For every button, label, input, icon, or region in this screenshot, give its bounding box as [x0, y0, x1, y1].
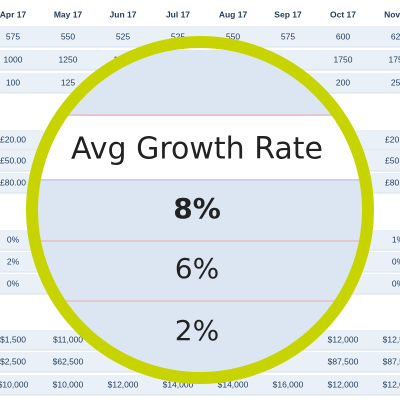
cell: 575 [6, 31, 20, 41]
cell: 525 [116, 31, 130, 41]
cell: $14,000 [218, 379, 249, 389]
cell: £50.00 [385, 155, 400, 165]
cell: $2,500 [0, 356, 26, 366]
cell: $12,000 [328, 379, 359, 389]
magnifier-title: Avg Growth Rate [71, 132, 323, 167]
cell: £20.00 [385, 134, 400, 144]
cell: $12,000 [328, 334, 359, 344]
cell: 200 [336, 77, 350, 87]
cell: 250 [391, 77, 400, 87]
cell: 525 [171, 31, 185, 41]
cell: $16,000 [273, 379, 304, 389]
cell: 1750 [334, 54, 353, 64]
cell: 575 [281, 31, 295, 41]
column-header: Sep 17 [274, 9, 302, 19]
cell: 1% [392, 234, 400, 244]
cell: 0% [392, 256, 400, 266]
column-header: Apr 17 [0, 9, 26, 19]
column-header: May 17 [54, 9, 83, 19]
magnifier-ring [26, 36, 374, 384]
magnifier-value: 2% [175, 314, 219, 347]
cell: 125 [61, 77, 75, 87]
column-header: Aug 17 [219, 9, 248, 19]
cell: £50.00 [0, 155, 26, 165]
cell: 1250 [59, 54, 78, 64]
cell: £20.00 [0, 134, 26, 144]
cell: 2% [7, 256, 20, 266]
cell: 600 [336, 31, 350, 41]
cell: $12,000 [108, 379, 139, 389]
cell: £80.00 [385, 177, 400, 187]
column-header: Nov 17 [384, 9, 400, 19]
magnifier-value: 6% [175, 252, 219, 285]
cell: $10,000 [53, 379, 84, 389]
cell: 625 [391, 31, 400, 41]
cell: $14,000 [163, 379, 194, 389]
cell: $87,500 [328, 356, 359, 366]
cell: 100 [6, 77, 20, 87]
cell: $62,500 [53, 356, 84, 366]
cell: £80.00 [0, 177, 26, 187]
cell: $87,500 [383, 356, 400, 366]
cell: 550 [61, 31, 75, 41]
cell: $12,500 [383, 334, 400, 344]
row-background [0, 375, 400, 395]
cell: 1000 [4, 54, 23, 64]
cell: $12,000 [383, 379, 400, 389]
column-header: Jul 17 [166, 9, 190, 19]
cell: 0% [392, 278, 400, 288]
column-header: Jun 17 [110, 9, 137, 19]
cell: 0% [7, 234, 20, 244]
cell: 0% [7, 278, 20, 288]
magnifier-value: 8% [173, 192, 221, 225]
cell: 550 [226, 31, 240, 41]
cell: 1750 [389, 54, 400, 64]
column-header: Oct 17 [330, 9, 356, 19]
cell: $1,500 [0, 334, 26, 344]
cell: $11,000 [53, 334, 83, 344]
cell: $10,000 [0, 379, 29, 389]
